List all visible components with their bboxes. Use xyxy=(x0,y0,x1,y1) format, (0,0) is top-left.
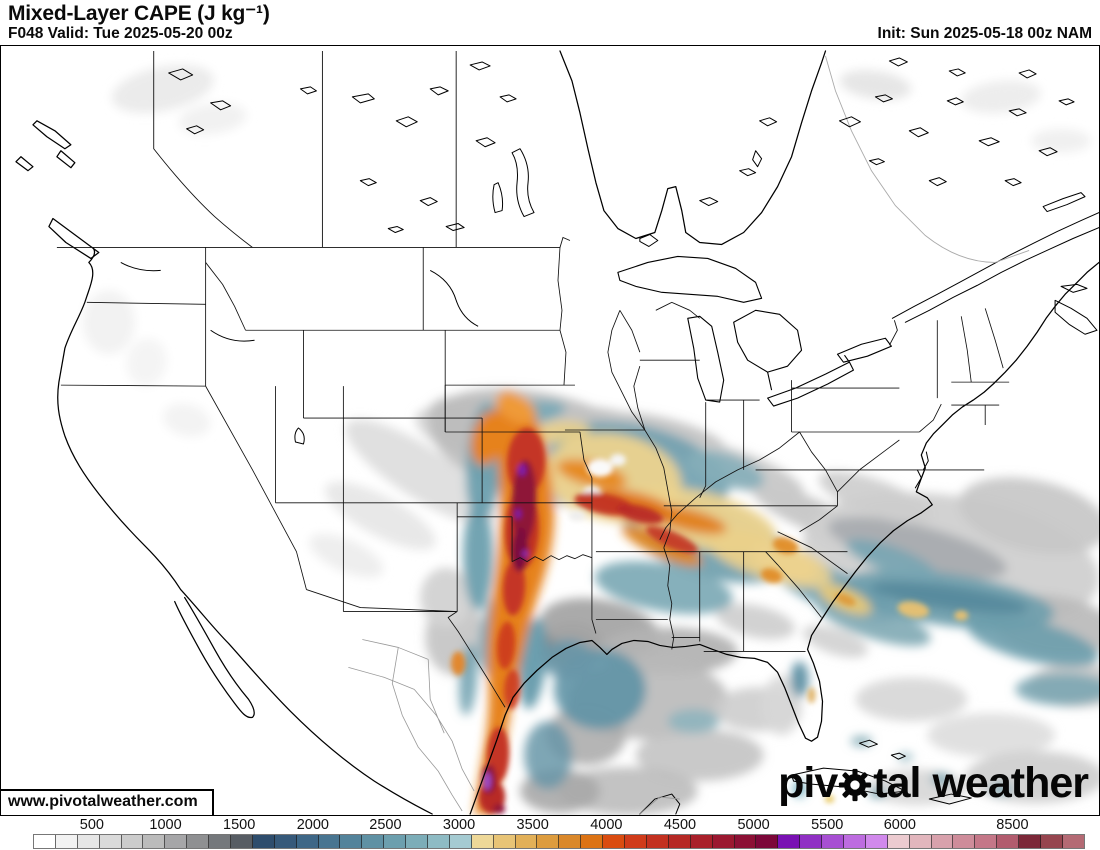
north-america-cape-map xyxy=(15,50,1099,815)
colorbar-cell xyxy=(165,835,188,848)
header: Mixed-Layer CAPE (J kg⁻¹) F048 Valid: Tu… xyxy=(0,0,1100,45)
colorbar-tick-label: 5500 xyxy=(811,817,844,833)
colorbar-cell xyxy=(822,835,844,848)
colorbar-tick-label: 4000 xyxy=(590,817,623,833)
colorbar-cell xyxy=(734,835,757,848)
colorbar-cell xyxy=(1062,835,1084,848)
colorbar-cell xyxy=(55,835,78,848)
colorbar-cell xyxy=(712,835,735,848)
colorbar-cell xyxy=(143,835,166,848)
mexico-borders xyxy=(348,639,680,815)
colorbar-cell xyxy=(668,835,691,848)
colorbar-cell xyxy=(34,835,56,848)
colorbar-cell xyxy=(843,835,866,848)
init-time-label: Init: Sun 2025-05-18 00z NAM xyxy=(877,25,1092,42)
pivotal-weather-logo: piv tal weather xyxy=(778,759,1089,807)
colorbar-ticks: 500 1000 1500 2000 2500 3000 3500 4000 4500 5000 5… xyxy=(33,817,1085,834)
colorbar-cell xyxy=(778,835,801,848)
colorbar-cell xyxy=(209,835,232,848)
colorbar-tick-label: 5000 xyxy=(737,817,770,833)
colorbar-cell xyxy=(231,835,253,848)
colorbar-cell xyxy=(865,835,888,848)
colorbar-cell xyxy=(975,835,998,848)
colorbar-cell xyxy=(471,835,494,848)
watermark-link[interactable]: www.pivotalweather.com xyxy=(1,789,214,815)
colorbar-cell xyxy=(252,835,275,848)
map-frame xyxy=(0,45,1100,816)
colorbar-cell xyxy=(1040,835,1063,848)
colorbar-cell xyxy=(603,835,626,848)
colorbar-cell xyxy=(428,835,450,848)
logo-part1: piv xyxy=(778,759,838,807)
colorbar-cell xyxy=(77,835,100,848)
canada-borders xyxy=(56,50,1030,346)
colorbar-cell xyxy=(340,835,363,848)
coastlines xyxy=(15,50,1099,815)
colorbar-cell xyxy=(406,835,429,848)
canada-lakes xyxy=(120,57,1075,445)
colorbar-tick-label: 8500 xyxy=(996,817,1029,833)
cape-shading xyxy=(82,64,1099,815)
colorbar-tick-label: 1500 xyxy=(223,817,256,833)
gear-icon xyxy=(839,768,872,801)
colorbar-cell xyxy=(99,835,122,848)
colorbar-cell xyxy=(121,835,144,848)
colorbar-cell xyxy=(362,835,385,848)
colorbar-tick-label: 4500 xyxy=(663,817,697,833)
colorbar-tick-label: 500 xyxy=(79,817,105,833)
colorbar-cell xyxy=(537,835,560,848)
logo-part2: tal xyxy=(873,759,921,807)
colorbar-cell xyxy=(625,835,647,848)
colorbar-cell xyxy=(953,835,976,848)
colorbar-cells xyxy=(33,834,1085,849)
logo-word2: weather xyxy=(932,759,1089,807)
colorbar-cell xyxy=(646,835,669,848)
colorbar-cell xyxy=(756,835,779,848)
state-borders xyxy=(60,247,1010,708)
colorbar-cell xyxy=(318,835,341,848)
colorbar-cell xyxy=(493,835,516,848)
colorbar-cell xyxy=(909,835,932,848)
colorbar-tick-label: 3000 xyxy=(442,817,476,833)
colorbar-cell xyxy=(1019,835,1041,848)
colorbar-cell xyxy=(559,835,582,848)
colorbar-tick-label: 1000 xyxy=(149,817,182,833)
colorbar-tick-label: 3500 xyxy=(516,817,549,833)
colorbar-tick-label: 2000 xyxy=(296,817,329,833)
colorbar-cell xyxy=(581,835,604,848)
colorbar-cell xyxy=(931,835,954,848)
cape-shading-cores xyxy=(451,428,969,815)
colorbar-tick-label: 2500 xyxy=(369,817,402,833)
colorbar-cell xyxy=(449,835,472,848)
colorbar-cell xyxy=(274,835,297,848)
colorbar-cell xyxy=(515,835,538,848)
great-lakes xyxy=(617,255,892,407)
colorbar-cell xyxy=(187,835,210,848)
colorbar-cell xyxy=(384,835,407,848)
colorbar-cell xyxy=(296,835,319,848)
page-title: Mixed-Layer CAPE (J kg⁻¹) xyxy=(8,2,270,25)
colorbar-cell xyxy=(997,835,1020,848)
colorbar-cell xyxy=(690,835,713,848)
valid-time-label: F048 Valid: Tue 2025-05-20 00z xyxy=(8,25,233,42)
colorbar-cell xyxy=(800,835,823,848)
colorbar-tick-label: 6000 xyxy=(883,817,916,833)
colorbar-cell xyxy=(887,835,910,848)
